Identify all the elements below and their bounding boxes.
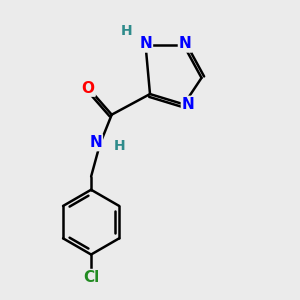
Text: Cl: Cl: [83, 270, 99, 285]
Text: N: N: [89, 135, 102, 150]
Text: N: N: [179, 37, 192, 52]
Text: O: O: [82, 81, 95, 96]
Text: H: H: [113, 139, 125, 153]
Text: N: N: [139, 37, 152, 52]
Text: N: N: [182, 97, 195, 112]
Text: H: H: [121, 24, 132, 38]
